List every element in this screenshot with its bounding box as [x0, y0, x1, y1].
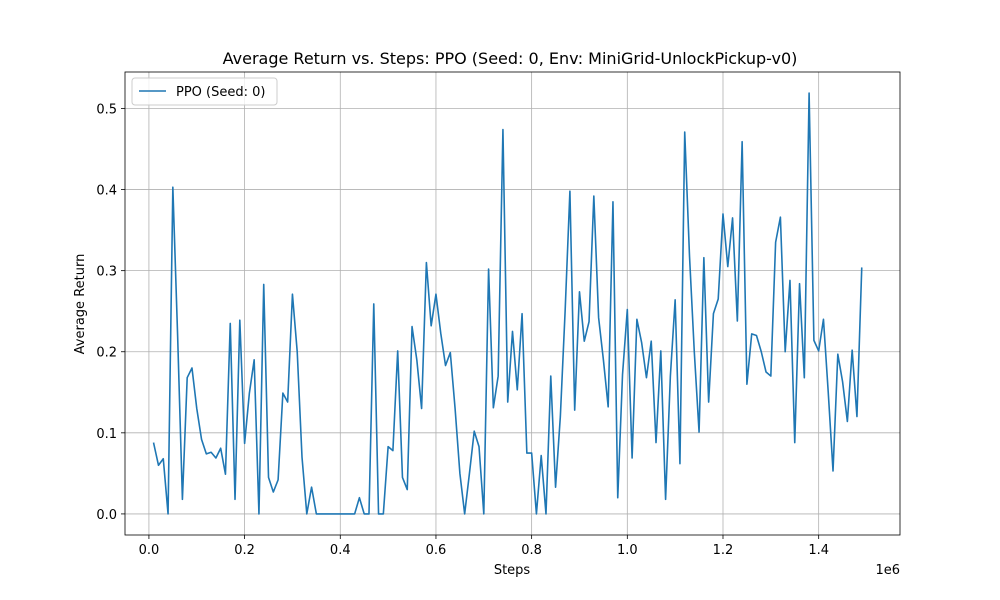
x-tick-label: 0.4 [330, 543, 351, 558]
grid-lines [125, 72, 900, 535]
legend-box [131, 77, 278, 106]
series-layer [152, 92, 863, 515]
x-tick-label: 1.2 [713, 543, 734, 558]
y-axis-label: Average Return [73, 254, 88, 355]
legend: PPO (Seed: 0) [131, 77, 278, 106]
y-tick-label: 0.4 [96, 184, 117, 199]
y-tick-label: 0.2 [96, 346, 117, 361]
x-tick-label: 1.4 [808, 543, 829, 558]
x-axis-ticks: 0.0 0.2 0.4 0.6 0.8 1.0 1.2 1.4 [139, 535, 829, 558]
y-tick-label: 0.5 [96, 102, 117, 117]
y-axis-ticks: 0.0 0.1 0.2 0.3 0.4 0.5 [96, 102, 125, 523]
x-tick-label: 0.6 [426, 543, 447, 558]
y-tick-label: 0.1 [96, 427, 117, 442]
legend-label-ppo: PPO (Seed: 0) [176, 85, 265, 100]
x-axis-label: Steps [494, 563, 531, 578]
x-tick-label: 0.2 [234, 543, 255, 558]
x-axis-offset-label: 1e6 [875, 563, 900, 578]
series-line-ppo [152, 92, 863, 515]
x-tick-label: 0.8 [521, 543, 542, 558]
plot-frame [124, 71, 901, 536]
chart-title: Average Return vs. Steps: PPO (Seed: 0, … [223, 49, 798, 68]
x-tick-label: 1.0 [617, 543, 638, 558]
y-tick-label: 0.0 [96, 508, 117, 523]
y-tick-label: 0.3 [96, 265, 117, 280]
x-tick-label: 0.0 [139, 543, 160, 558]
